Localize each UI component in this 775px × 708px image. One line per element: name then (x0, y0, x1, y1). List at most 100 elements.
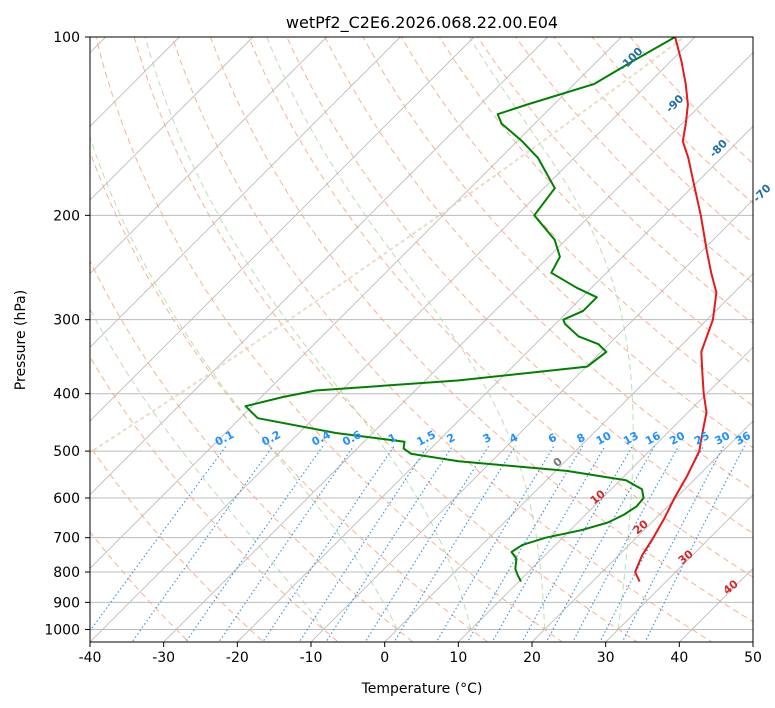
y-axis: 100 200 300 400 500 600 700 800 900 1000 (44, 30, 90, 638)
isohume-line (131, 445, 274, 642)
reference-labels: 0.1 0.2 0.4 0.6 1 1.5 2 3 4 6 8 10 13 16 20 25 30 36-100-… (213, 44, 774, 597)
x-tick-label: -30 (152, 650, 175, 666)
temperature-label: -80 (707, 137, 730, 160)
isohume-line (545, 445, 656, 642)
dry-adiabat (362, 37, 753, 449)
isotherm-line (90, 37, 696, 642)
y-tick-label: 900 (53, 595, 80, 611)
dry-adiabat (90, 445, 265, 642)
isohume-label: 6 (546, 431, 559, 446)
isohume-label: 0.2 (260, 428, 283, 449)
sounding-profiles (244, 37, 718, 582)
x-axis: -40 -30 -20 -10 0 10 20 30 40 50 (79, 642, 762, 666)
y-tick-label: 400 (53, 387, 80, 403)
y-tick-label: 200 (53, 208, 80, 224)
isohume-line (435, 445, 555, 642)
dry-adiabat (286, 37, 753, 534)
isohume-line (644, 445, 746, 642)
isotherm-line (90, 37, 475, 422)
isohume-label: 16 (643, 429, 663, 448)
dry-adiabat-label: 20 (631, 517, 651, 537)
dry-adiabat (90, 356, 340, 642)
x-tick-label: -40 (79, 650, 102, 666)
dry-adiabat (248, 37, 753, 578)
isotherm-line (310, 199, 753, 642)
y-tick-label: 800 (53, 565, 80, 581)
x-tick-label: -10 (300, 650, 323, 666)
isotherm-line (163, 52, 753, 642)
isotherm-line (605, 494, 753, 642)
x-axis-label: Temperature (°C) (361, 681, 483, 697)
isotherm-line (90, 37, 254, 201)
isohume-line (262, 445, 395, 642)
isotherm-line (531, 420, 753, 642)
dry-adiabat (95, 37, 564, 642)
dry-adiabat (629, 37, 753, 165)
y-tick-label: 600 (53, 491, 80, 507)
isohume-label: 8 (575, 431, 588, 446)
outer-guide-curve (90, 37, 687, 454)
x-tick-label: -20 (226, 650, 249, 666)
dry-adiabat-label: 10 (588, 487, 608, 507)
temperature-label: -90 (663, 92, 686, 115)
chart-title: wetPf2_C2E6.2026.068.22.00.E04 (286, 13, 558, 33)
isohume-line (393, 445, 516, 642)
isotherm-line (90, 37, 401, 348)
dry-adiabat (324, 37, 753, 491)
moist-adiabat (144, 37, 472, 630)
x-tick-label: 30 (597, 650, 615, 666)
x-tick-label: 10 (449, 650, 467, 666)
isohume-line (491, 445, 606, 642)
isohume-line (298, 445, 429, 642)
isotherm-line (384, 273, 753, 642)
isohume-label: 10 (594, 429, 614, 448)
dry-adiabat-label: 40 (721, 577, 741, 597)
isohume-label: 30 (713, 429, 733, 448)
isohume-line (218, 445, 355, 642)
isohume-line (466, 445, 584, 642)
dry-adiabat (438, 37, 753, 366)
isotherm-line (752, 641, 753, 642)
isohume-line (90, 445, 227, 632)
y-tick-label: 500 (53, 444, 80, 460)
y-tick-label: 100 (53, 30, 80, 46)
dry-adiabat (133, 37, 638, 642)
reference-lines (90, 37, 753, 642)
isohume-label: 25 (692, 429, 712, 448)
isohume-line (185, 445, 324, 642)
dewpoint-profile-line (244, 37, 676, 582)
temperature-label: -70 (750, 181, 773, 204)
isohume-label: 13 (621, 429, 641, 448)
isotherm-line (679, 567, 753, 642)
plot-frame (89, 36, 754, 643)
isohume-label: 36 (733, 429, 753, 448)
isohume-line (521, 445, 633, 642)
isotherm-line (90, 37, 548, 496)
moist-adiabat (469, 37, 634, 630)
isotherm-line (90, 37, 622, 569)
isohume-line (621, 445, 725, 642)
isotherm-line (237, 125, 753, 642)
x-tick-label: 0 (380, 650, 389, 666)
y-tick-label: 700 (53, 531, 80, 547)
y-axis-label: Pressure (hPa) (13, 290, 29, 390)
dry-adiabat (400, 37, 753, 407)
isohume-line (599, 445, 704, 642)
isohume-line (572, 445, 680, 642)
isohume-line (325, 445, 454, 642)
isohume-label: 20 (667, 429, 687, 448)
x-tick-label: 50 (744, 650, 762, 666)
x-tick-label: 20 (523, 650, 541, 666)
isotherm-line (90, 37, 327, 275)
isohume-line (364, 445, 490, 642)
dry-adiabat (477, 37, 753, 325)
isotherm-line (458, 346, 753, 642)
isohume-label: 0.1 (213, 428, 236, 449)
moist-adiabat (266, 37, 546, 630)
y-tick-label: 300 (53, 313, 80, 329)
dry-adiabat (90, 259, 414, 642)
moist-adiabat (90, 308, 325, 630)
y-tick-label: 1000 (44, 622, 80, 638)
dry-adiabat (171, 37, 713, 642)
